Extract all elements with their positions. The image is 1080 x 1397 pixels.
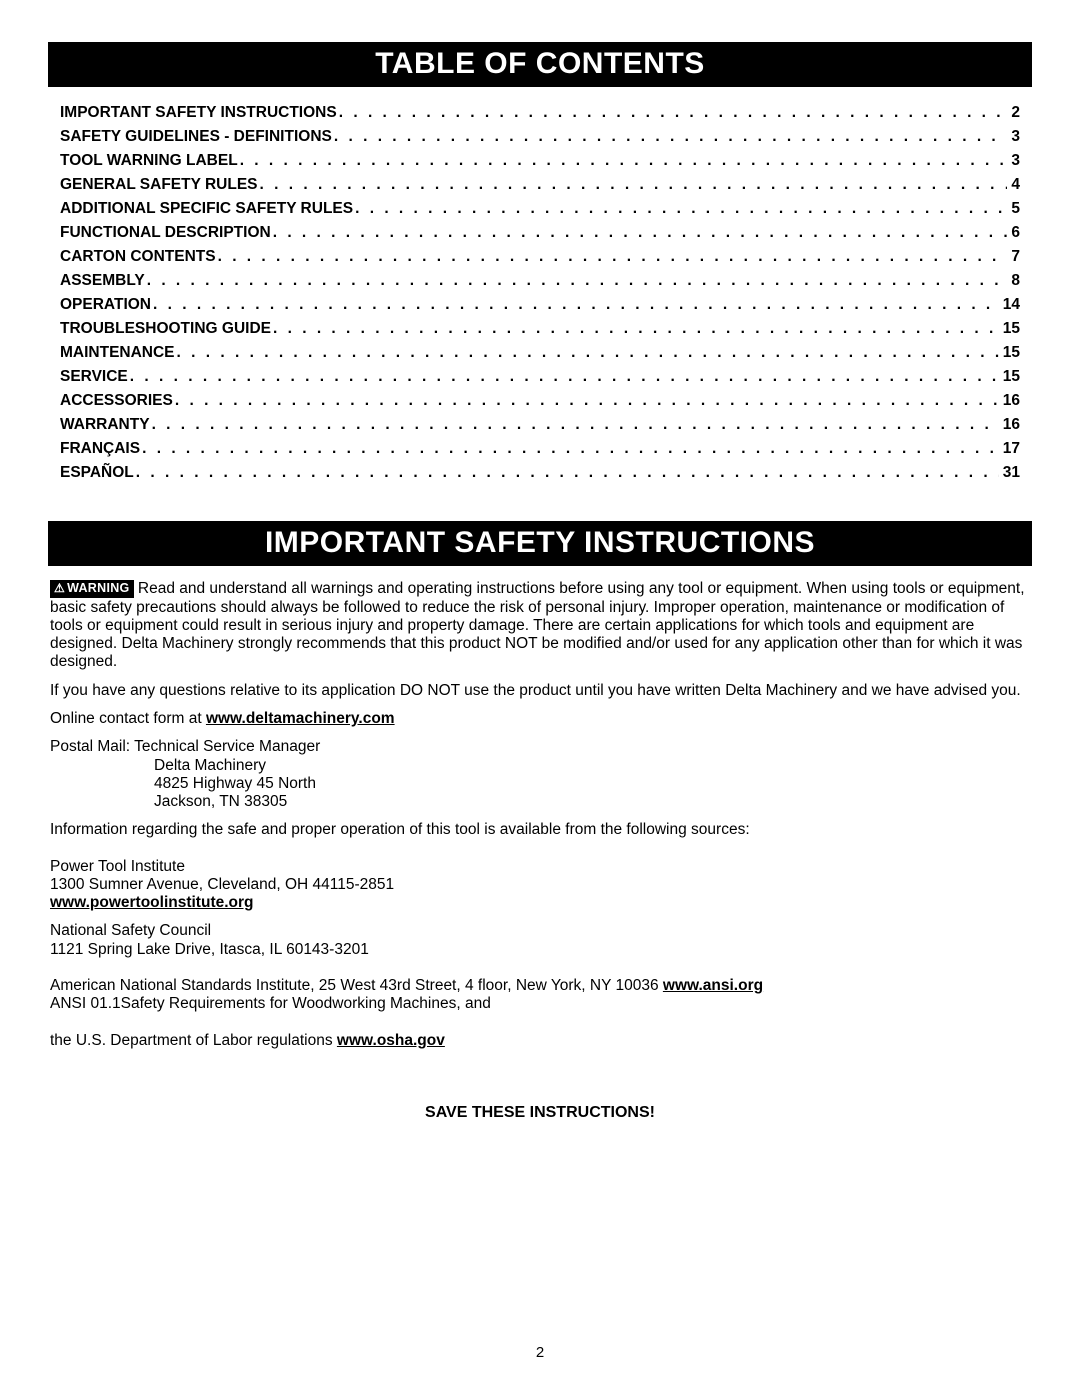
- osha-link: www.osha.gov: [337, 1032, 445, 1049]
- nsc-line-1: National Safety Council: [50, 922, 1030, 940]
- toc-row: GENERAL SAFETY RULES. . . . . . . . . . …: [60, 173, 1020, 197]
- warning-badge: ⚠WARNING: [50, 580, 134, 598]
- body-content: ⚠WARNING Read and understand all warning…: [48, 580, 1032, 1050]
- postal-line-2: Delta Machinery: [50, 757, 1030, 775]
- toc-title: ESPAÑOL: [60, 461, 136, 485]
- table-of-contents: IMPORTANT SAFETY INSTRUCTIONS. . . . . .…: [48, 101, 1032, 521]
- toc-row: TROUBLESHOOTING GUIDE. . . . . . . . . .…: [60, 317, 1020, 341]
- toc-dots: . . . . . . . . . . . . . . . . . . . . …: [153, 293, 999, 317]
- toc-title: ACCESSORIES: [60, 389, 175, 413]
- online-contact: Online contact form at www.deltamachiner…: [50, 710, 1030, 728]
- toc-row: OPERATION. . . . . . . . . . . . . . . .…: [60, 293, 1020, 317]
- osha-prefix: the U.S. Department of Labor regulations: [50, 1032, 337, 1049]
- nsc-line-2: 1121 Spring Lake Drive, Itasca, IL 60143…: [50, 941, 1030, 959]
- toc-row: WARRANTY. . . . . . . . . . . . . . . . …: [60, 413, 1020, 437]
- toc-dots: . . . . . . . . . . . . . . . . . . . . …: [339, 101, 1008, 125]
- warning-triangle-icon: ⚠: [54, 581, 65, 595]
- toc-dots: . . . . . . . . . . . . . . . . . . . . …: [177, 341, 999, 365]
- toc-row: SERVICE. . . . . . . . . . . . . . . . .…: [60, 365, 1020, 389]
- postal-line-4: Jackson, TN 38305: [50, 793, 1030, 811]
- paragraph-1: ⚠WARNING Read and understand all warning…: [50, 580, 1030, 671]
- paragraph-1-text: Read and understand all warnings and ope…: [50, 580, 1025, 670]
- toc-row: ASSEMBLY. . . . . . . . . . . . . . . . …: [60, 269, 1020, 293]
- online-prefix: Online contact form at: [50, 710, 206, 727]
- toc-title: MAINTENANCE: [60, 341, 177, 365]
- toc-row: ESPAÑOL. . . . . . . . . . . . . . . . .…: [60, 461, 1020, 485]
- toc-row: ADDITIONAL SPECIFIC SAFETY RULES. . . . …: [60, 197, 1020, 221]
- toc-page: 3: [1007, 149, 1020, 173]
- toc-title: IMPORTANT SAFETY INSTRUCTIONS: [60, 101, 339, 125]
- toc-dots: . . . . . . . . . . . . . . . . . . . . …: [260, 173, 1008, 197]
- pti-line-1: Power Tool Institute: [50, 858, 1030, 876]
- toc-page: 2: [1007, 101, 1020, 125]
- save-instructions: SAVE THESE INSTRUCTIONS!: [48, 1104, 1032, 1122]
- toc-page: 15: [999, 317, 1020, 341]
- toc-dots: . . . . . . . . . . . . . . . . . . . . …: [355, 197, 1007, 221]
- toc-row: ACCESSORIES. . . . . . . . . . . . . . .…: [60, 389, 1020, 413]
- page-number: 2: [0, 1344, 1080, 1361]
- toc-title: SERVICE: [60, 365, 130, 389]
- paragraph-3: Information regarding the safe and prope…: [50, 821, 1030, 839]
- postal-line-3: 4825 Highway 45 North: [50, 775, 1030, 793]
- toc-row: FRANÇAIS. . . . . . . . . . . . . . . . …: [60, 437, 1020, 461]
- toc-dots: . . . . . . . . . . . . . . . . . . . . …: [175, 389, 999, 413]
- paragraph-2: If you have any questions relative to it…: [50, 682, 1030, 700]
- safety-banner: IMPORTANT SAFETY INSTRUCTIONS: [48, 521, 1032, 566]
- toc-page: 5: [1007, 197, 1020, 221]
- toc-title: OPERATION: [60, 293, 153, 317]
- toc-page: 15: [999, 341, 1020, 365]
- toc-title: ASSEMBLY: [60, 269, 147, 293]
- toc-row: IMPORTANT SAFETY INSTRUCTIONS. . . . . .…: [60, 101, 1020, 125]
- toc-title: WARRANTY: [60, 413, 152, 437]
- toc-title: TROUBLESHOOTING GUIDE: [60, 317, 273, 341]
- toc-dots: . . . . . . . . . . . . . . . . . . . . …: [136, 461, 999, 485]
- toc-row: SAFETY GUIDELINES - DEFINITIONS. . . . .…: [60, 125, 1020, 149]
- toc-dots: . . . . . . . . . . . . . . . . . . . . …: [240, 149, 1008, 173]
- toc-title: FRANÇAIS: [60, 437, 142, 461]
- toc-page: 4: [1007, 173, 1020, 197]
- warning-label: WARNING: [67, 581, 130, 595]
- toc-page: 7: [1007, 245, 1020, 269]
- toc-dots: . . . . . . . . . . . . . . . . . . . . …: [334, 125, 1008, 149]
- toc-page: 15: [999, 365, 1020, 389]
- toc-page: 14: [999, 293, 1020, 317]
- toc-row: FUNCTIONAL DESCRIPTION. . . . . . . . . …: [60, 221, 1020, 245]
- toc-dots: . . . . . . . . . . . . . . . . . . . . …: [142, 437, 999, 461]
- pti-link: www.powertoolinstitute.org: [50, 894, 1030, 912]
- toc-title: CARTON CONTENTS: [60, 245, 218, 269]
- toc-row: TOOL WARNING LABEL. . . . . . . . . . . …: [60, 149, 1020, 173]
- toc-dots: . . . . . . . . . . . . . . . . . . . . …: [218, 245, 1008, 269]
- toc-dots: . . . . . . . . . . . . . . . . . . . . …: [152, 413, 999, 437]
- toc-banner: TABLE OF CONTENTS: [48, 42, 1032, 87]
- pti-line-2: 1300 Sumner Avenue, Cleveland, OH 44115-…: [50, 876, 1030, 894]
- toc-title: GENERAL SAFETY RULES: [60, 173, 260, 197]
- toc-page: 6: [1007, 221, 1020, 245]
- toc-title: FUNCTIONAL DESCRIPTION: [60, 221, 273, 245]
- ansi-line-1: American National Standards Institute, 2…: [50, 977, 1030, 995]
- ansi-prefix: American National Standards Institute, 2…: [50, 977, 663, 994]
- toc-page: 31: [999, 461, 1020, 485]
- toc-dots: . . . . . . . . . . . . . . . . . . . . …: [130, 365, 999, 389]
- toc-title: TOOL WARNING LABEL: [60, 149, 240, 173]
- toc-page: 3: [1007, 125, 1020, 149]
- toc-dots: . . . . . . . . . . . . . . . . . . . . …: [273, 317, 999, 341]
- toc-page: 16: [999, 389, 1020, 413]
- toc-row: MAINTENANCE. . . . . . . . . . . . . . .…: [60, 341, 1020, 365]
- toc-dots: . . . . . . . . . . . . . . . . . . . . …: [273, 221, 1008, 245]
- toc-dots: . . . . . . . . . . . . . . . . . . . . …: [147, 269, 1008, 293]
- toc-page: 16: [999, 413, 1020, 437]
- postal-line-1: Postal Mail: Technical Service Manager: [50, 738, 1030, 756]
- toc-title: SAFETY GUIDELINES - DEFINITIONS: [60, 125, 334, 149]
- osha-line: the U.S. Department of Labor regulations…: [50, 1032, 1030, 1050]
- delta-link: www.deltamachinery.com: [206, 710, 395, 727]
- toc-page: 17: [999, 437, 1020, 461]
- toc-title: ADDITIONAL SPECIFIC SAFETY RULES: [60, 197, 355, 221]
- ansi-link: www.ansi.org: [663, 977, 763, 994]
- toc-page: 8: [1007, 269, 1020, 293]
- ansi-line-2: ANSI 01.1Safety Requirements for Woodwor…: [50, 995, 1030, 1013]
- toc-row: CARTON CONTENTS. . . . . . . . . . . . .…: [60, 245, 1020, 269]
